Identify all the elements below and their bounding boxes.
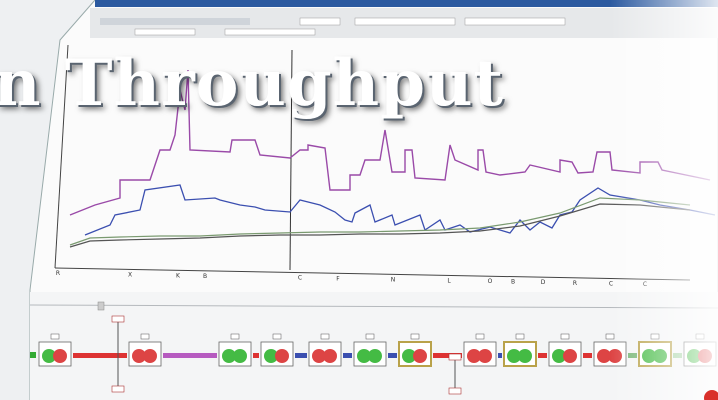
headline: n Throughput bbox=[0, 46, 504, 121]
page: RXKBCFNLOBDRCC n Throughput (() => { con… bbox=[0, 0, 718, 400]
